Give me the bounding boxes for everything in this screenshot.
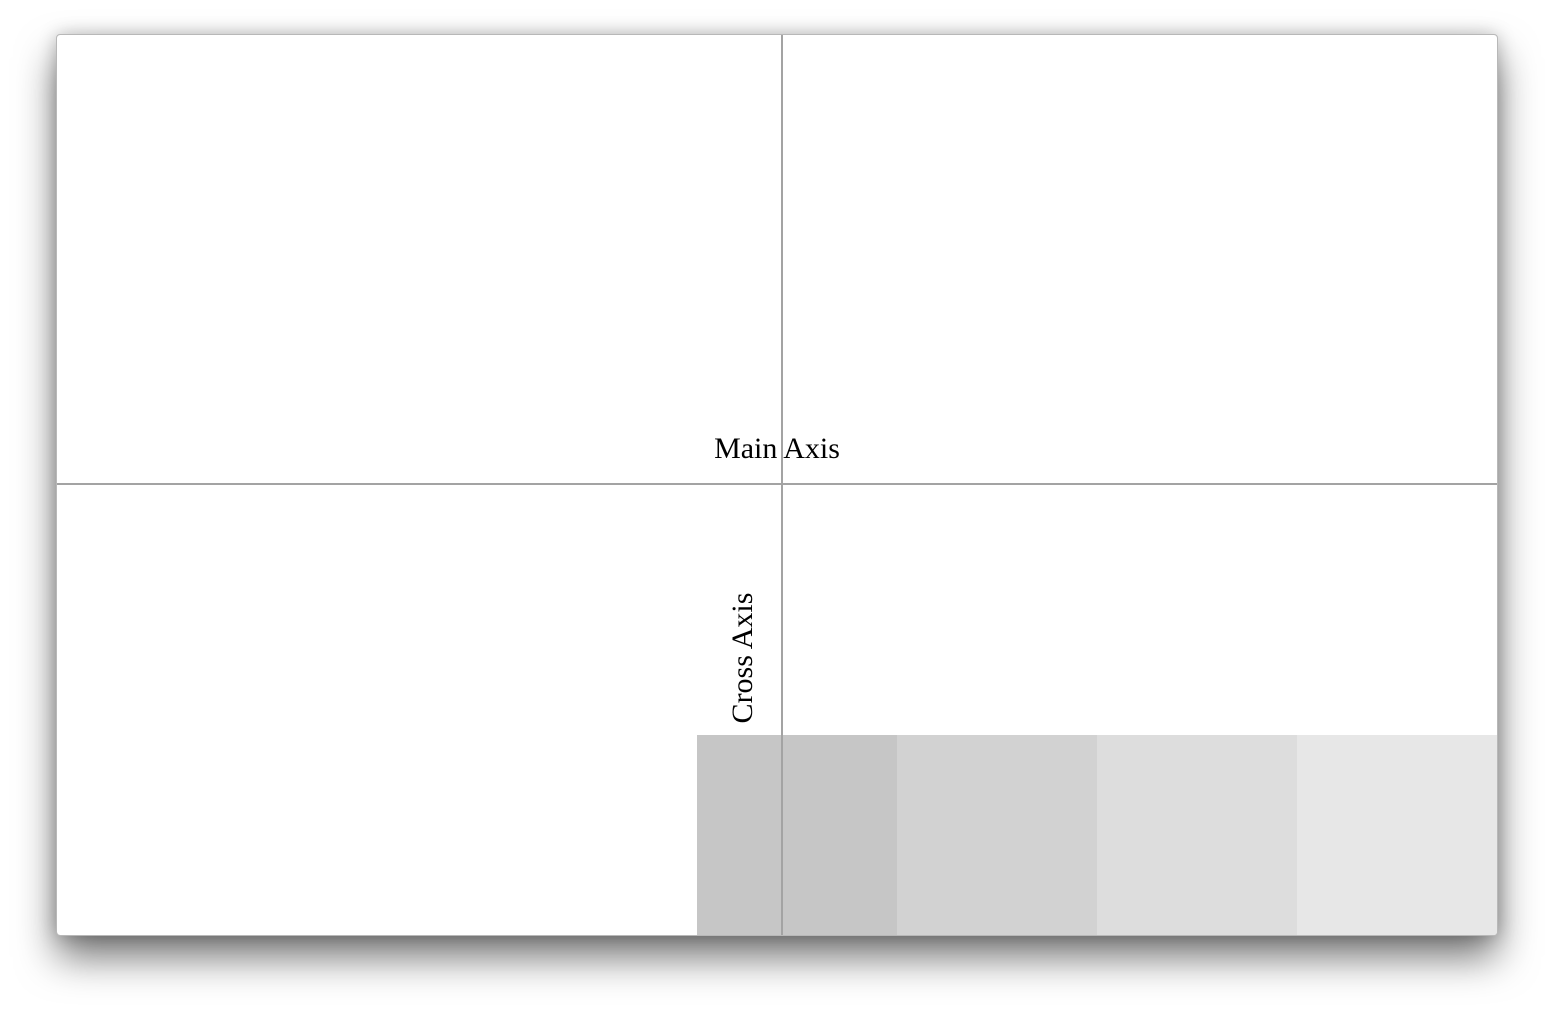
- cross-axis-label: Cross Axis: [726, 592, 759, 724]
- flex-items-row: [697, 735, 1497, 935]
- flex-item-2: [897, 735, 1097, 935]
- main-axis-line: [57, 483, 1497, 485]
- flex-item-4: [1297, 735, 1497, 935]
- diagram-canvas: Main Axis Cross Axis: [56, 34, 1498, 936]
- cross-axis-line: [781, 35, 783, 935]
- main-axis-label: Main Axis: [714, 432, 840, 465]
- flex-item-3: [1097, 735, 1297, 935]
- flex-item-1: [697, 735, 897, 935]
